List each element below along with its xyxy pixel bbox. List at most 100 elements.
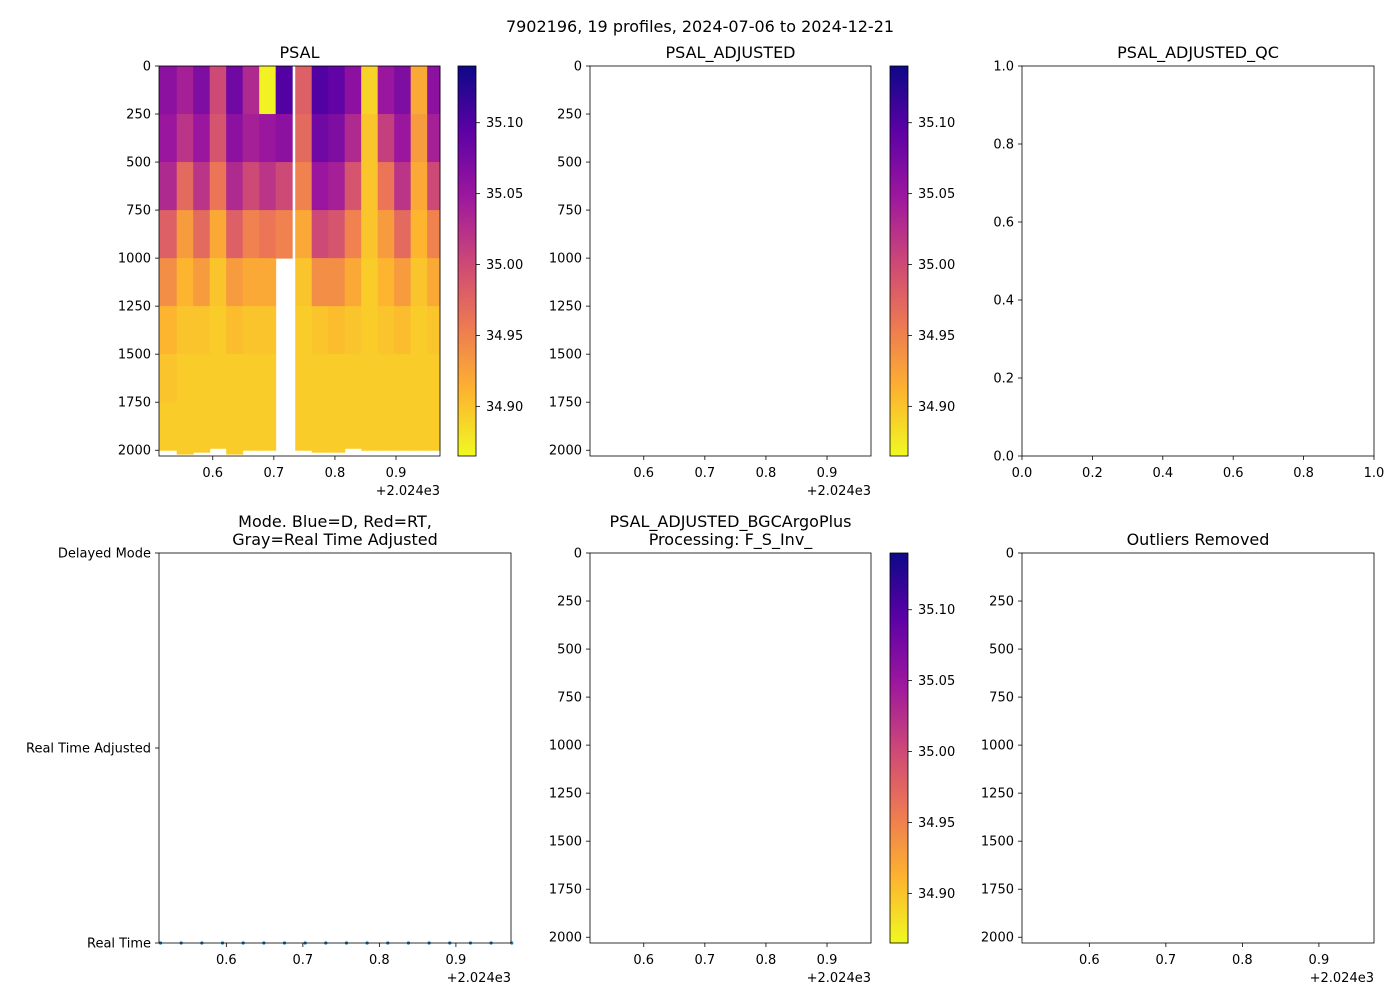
colorbar: 34.90 34.95 35.00 35.05 35.10	[889, 552, 955, 944]
heatmap-cell	[259, 306, 277, 355]
heatmap-cell	[193, 450, 211, 453]
y-tick-label: 1250	[118, 300, 151, 315]
heatmap-cell	[394, 402, 412, 451]
y-tick-label: 0.6	[993, 216, 1014, 231]
heatmap-cell	[176, 402, 194, 451]
heatmap-cell	[344, 210, 362, 259]
heatmap-cell	[410, 258, 428, 307]
heatmap-cell	[295, 258, 313, 307]
heatmap-cell	[226, 306, 244, 355]
x-offset-label: +2.024e3	[1310, 971, 1374, 986]
heatmap-cell	[361, 354, 379, 403]
y-tick-label: 1750	[981, 883, 1014, 898]
heatmap-cell	[193, 354, 211, 403]
heatmap-cell	[311, 66, 329, 115]
x-tick-label: 0.6	[633, 953, 654, 968]
heatmap-cell	[193, 210, 211, 259]
heatmap-cell	[259, 354, 277, 403]
heatmap-cell	[176, 114, 194, 163]
colorbar-tick-label: 35.10	[486, 116, 523, 131]
x-tick-label: 0.4	[1152, 466, 1173, 481]
heatmap-cell	[328, 306, 346, 355]
heatmap-cell	[209, 210, 227, 259]
y-tick-label: 500	[557, 643, 582, 658]
heatmap-cell	[226, 210, 244, 259]
y-tick-label: Real Time	[87, 937, 151, 952]
heatmap-cell	[275, 66, 293, 115]
colorbar-tick-label: 34.90	[918, 400, 955, 415]
y-tick-label: 500	[989, 643, 1014, 658]
heatmap-cell	[410, 114, 428, 163]
heatmap-cell	[328, 162, 346, 211]
heatmap-cell	[361, 162, 379, 211]
axes-frame	[158, 65, 441, 457]
heatmap-cell	[242, 210, 260, 259]
y-tick-label: 1750	[549, 396, 582, 411]
heatmap-cell	[176, 354, 194, 403]
heatmap-cell	[394, 258, 412, 307]
heatmap-cell	[242, 66, 260, 115]
y-tick-label: 2000	[118, 444, 151, 459]
heatmap-cell	[328, 210, 346, 259]
y-tick-label: 500	[126, 156, 151, 171]
heatmap-cell	[311, 450, 329, 453]
y-tick-label: 1.0	[993, 60, 1014, 75]
heatmap-cell	[377, 114, 395, 163]
heatmap-cell	[328, 66, 346, 115]
heatmap-cell	[275, 210, 293, 259]
x-tick-label: 0.9	[386, 466, 407, 481]
x-tick-label: 0.7	[263, 466, 284, 481]
x-tick-label: 0.6	[1223, 466, 1244, 481]
heatmap-cell	[226, 354, 244, 403]
heatmap-cell	[377, 354, 395, 403]
colorbar-tick-label: 35.00	[918, 745, 955, 760]
y-tick-label: 1250	[981, 787, 1014, 802]
x-tick-label: 0.6	[202, 466, 223, 481]
heatmap-cell	[344, 402, 362, 449]
heatmap-cell	[209, 354, 227, 403]
heatmap-cell	[311, 210, 329, 259]
panel-title: PSAL	[280, 43, 320, 62]
heatmap-cell	[242, 162, 260, 211]
heatmap-cell	[176, 306, 194, 355]
x-tick-label: 1.0	[1364, 466, 1385, 481]
heatmap-cell	[193, 258, 211, 307]
heatmap-cell	[427, 162, 441, 211]
heatmap-cell	[275, 162, 293, 211]
heatmap-cell	[242, 258, 260, 307]
x-tick-label: 0.6	[216, 953, 237, 968]
colorbar-frame	[457, 65, 477, 457]
heatmap-cell	[176, 258, 194, 307]
heatmap-cell	[226, 450, 244, 455]
colorbar-tick-label: 34.95	[918, 329, 955, 344]
panel-title-line: PSAL_ADJUSTED_BGCArgoPlus	[609, 512, 851, 532]
y-tick-label: 1000	[549, 739, 582, 754]
heatmap-cell	[361, 258, 379, 307]
heatmap-cell	[295, 210, 313, 259]
y-tick-label: 250	[557, 595, 582, 610]
x-tick-label: 0.9	[817, 466, 838, 481]
heatmap-cell	[159, 162, 178, 211]
heatmap-cell	[159, 210, 178, 259]
y-tick-label: 250	[126, 108, 151, 123]
heatmap-cell	[311, 306, 329, 355]
heatmap-cell	[394, 66, 412, 115]
heatmap-cell	[328, 450, 346, 453]
axes-frame	[1021, 552, 1375, 944]
heatmap-cell	[209, 162, 227, 211]
heatmap-cell	[344, 114, 362, 163]
heatmap-cell	[159, 114, 178, 163]
colorbar-tick-label: 35.00	[918, 258, 955, 273]
colorbar-frame	[889, 65, 909, 457]
y-tick-label: 250	[989, 595, 1014, 610]
heatmap-cell	[209, 114, 227, 163]
panel-title-line: Processing: F_S_Inv_	[649, 530, 814, 550]
y-tick-label: 1250	[549, 787, 582, 802]
heatmap-cell	[209, 66, 227, 115]
y-tick-label: 1250	[549, 300, 582, 315]
panel-title-line: Gray=Real Time Adjusted	[232, 530, 438, 549]
figure-suptitle: 7902196, 19 profiles, 2024-07-06 to 2024…	[506, 17, 894, 36]
colorbar-gradient	[890, 66, 908, 456]
colorbar-tick-label: 35.10	[918, 603, 955, 618]
y-tick-label: 0.0	[993, 450, 1014, 465]
